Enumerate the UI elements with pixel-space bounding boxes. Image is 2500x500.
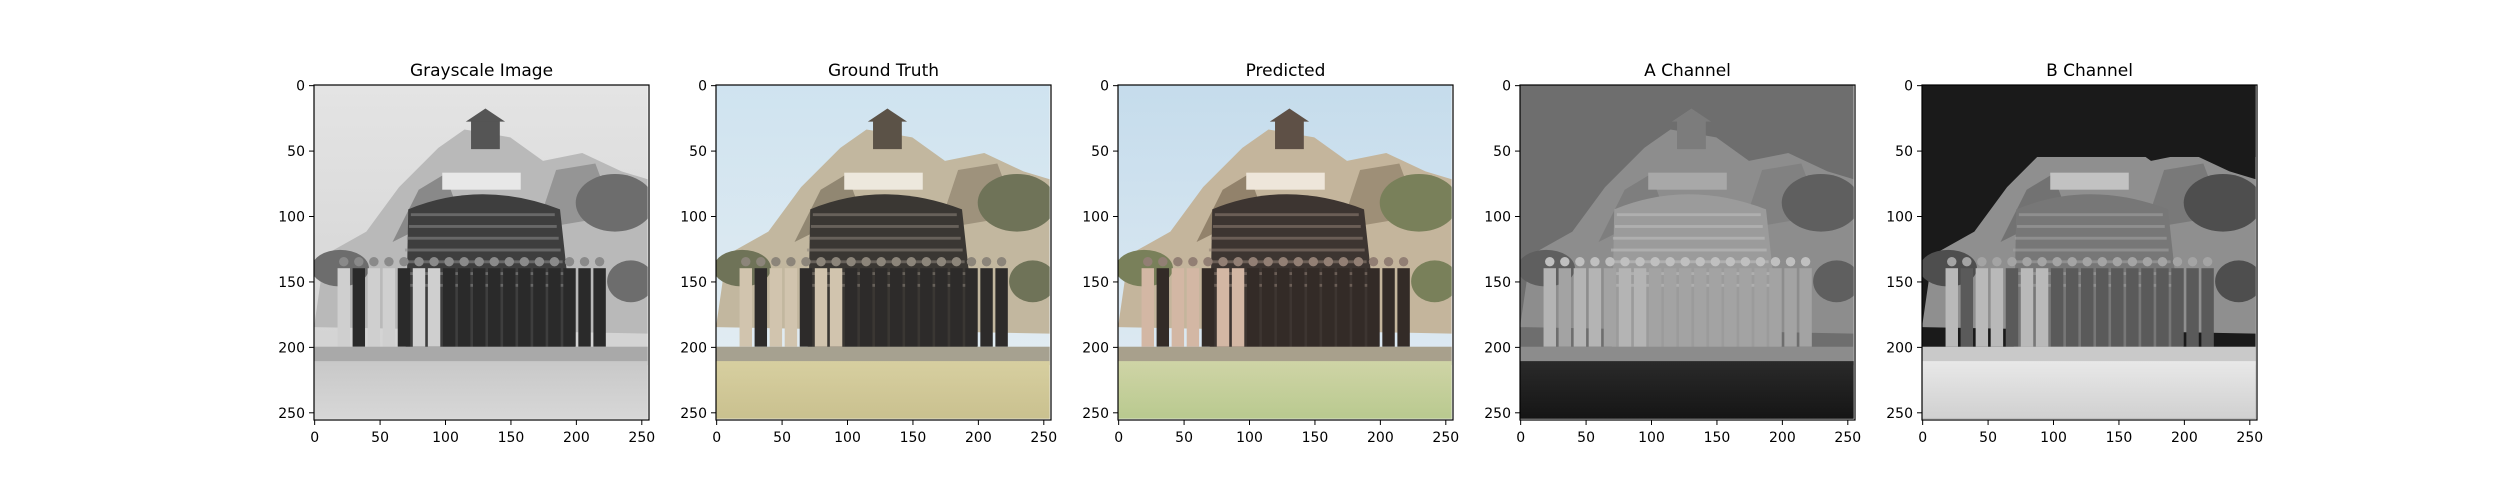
image-content — [716, 85, 1050, 419]
x-tick-label: 250 — [2236, 430, 2263, 446]
y-tick-label: 150 — [278, 275, 305, 291]
x-tick-label: 150 — [2106, 430, 2133, 446]
x-tick-label: 150 — [1704, 430, 1731, 446]
x-tick-label: 50 — [371, 430, 389, 446]
x-tick-label: 100 — [2040, 430, 2067, 446]
panel-4: A Channel 0 50 100 150 200 250 0 50 100 150 200 250 — [1484, 61, 1861, 446]
y-tick-label: 100 — [680, 210, 707, 226]
image-content — [1922, 85, 2256, 419]
y-tick-label: 50 — [287, 144, 305, 160]
axes-frame — [715, 84, 1052, 421]
y-tick-label: 200 — [1484, 340, 1511, 356]
y-tick-label: 250 — [1484, 406, 1511, 422]
x-tick-label: 0 — [1516, 430, 1525, 446]
x-tick-label: 150 — [900, 430, 927, 446]
image-content — [314, 85, 648, 419]
y-tick-label: 50 — [1091, 144, 1109, 160]
x-tick-label: 250 — [1834, 430, 1861, 446]
y-tick-label: 0 — [1502, 79, 1511, 95]
panel-5: B Channel 0 50 100 150 200 250 0 50 100 150 200 250 — [1886, 61, 2263, 446]
x-tick-label: 100 — [432, 430, 459, 446]
panel-3: Predicted 0 50 100 150 200 250 0 50 100 150 200 250 — [1082, 61, 1459, 446]
front-row-people — [739, 256, 1008, 347]
axes-frame — [1921, 84, 2258, 421]
x-tick-label: 0 — [1918, 430, 1927, 446]
front-row-people — [1141, 256, 1410, 347]
y-tick-label: 0 — [1100, 79, 1109, 95]
y-tick-label: 150 — [680, 275, 707, 291]
x-tick-label: 250 — [1432, 430, 1459, 446]
x-tick-label: 100 — [1236, 430, 1263, 446]
y-tick-label: 250 — [680, 406, 707, 422]
x-tick-label: 200 — [965, 430, 992, 446]
x-tick-label: 250 — [628, 430, 655, 446]
x-tick-label: 200 — [563, 430, 590, 446]
y-tick-label: 250 — [1886, 406, 1913, 422]
panel-title: A Channel — [1644, 61, 1731, 81]
y-tick-label: 50 — [1493, 144, 1511, 160]
front-row-people — [337, 256, 606, 347]
y-tick-label: 250 — [278, 406, 305, 422]
y-tick-label: 50 — [689, 144, 707, 160]
panel-title: Grayscale Image — [410, 61, 553, 81]
panel-title: Predicted — [1246, 61, 1326, 81]
x-tick-label: 150 — [1302, 430, 1329, 446]
x-tick-label: 50 — [1577, 430, 1595, 446]
y-tick-label: 100 — [1484, 210, 1511, 226]
x-tick-label: 50 — [1175, 430, 1193, 446]
y-tick-label: 200 — [680, 340, 707, 356]
x-tick-label: 250 — [1030, 430, 1057, 446]
y-tick-label: 100 — [1082, 210, 1109, 226]
x-tick-label: 50 — [1979, 430, 1997, 446]
x-tick-label: 200 — [1367, 430, 1394, 446]
y-tick-label: 150 — [1886, 275, 1913, 291]
y-tick-label: 50 — [1895, 144, 1913, 160]
x-tick-label: 150 — [498, 430, 525, 446]
axes-frame — [313, 84, 650, 421]
panel-title: B Channel — [2046, 61, 2133, 81]
y-tick-label: 100 — [278, 210, 305, 226]
x-tick-label: 50 — [773, 430, 791, 446]
x-tick-label: 0 — [1114, 430, 1123, 446]
panel-1: Grayscale Image 0 50 100 150 200 250 0 50 100 150 2… — [278, 61, 655, 446]
y-tick-label: 0 — [1904, 79, 1913, 95]
y-tick-label: 150 — [1484, 275, 1511, 291]
front-row-people — [1543, 256, 1812, 347]
y-tick-label: 0 — [698, 79, 707, 95]
x-tick-label: 0 — [310, 430, 319, 446]
x-tick-label: 100 — [834, 430, 861, 446]
image-content — [1118, 85, 1452, 419]
x-tick-label: 100 — [1638, 430, 1665, 446]
x-tick-label: 0 — [712, 430, 721, 446]
y-tick-label: 200 — [278, 340, 305, 356]
y-tick-label: 100 — [1886, 210, 1913, 226]
front-row-people — [1945, 256, 2214, 347]
y-tick-label: 150 — [1082, 275, 1109, 291]
panel-2: Ground Truth 0 50 100 150 200 250 0 50 100 150 200 2… — [680, 61, 1057, 446]
x-tick-label: 200 — [1769, 430, 1796, 446]
x-tick-label: 200 — [2171, 430, 2198, 446]
y-tick-label: 200 — [1082, 340, 1109, 356]
axes-frame — [1117, 84, 1454, 421]
y-tick-label: 250 — [1082, 406, 1109, 422]
panel-title: Ground Truth — [828, 61, 939, 81]
image-content — [1520, 85, 1854, 419]
y-tick-label: 0 — [296, 79, 305, 95]
y-tick-label: 200 — [1886, 340, 1913, 356]
axes-frame — [1519, 84, 1856, 421]
